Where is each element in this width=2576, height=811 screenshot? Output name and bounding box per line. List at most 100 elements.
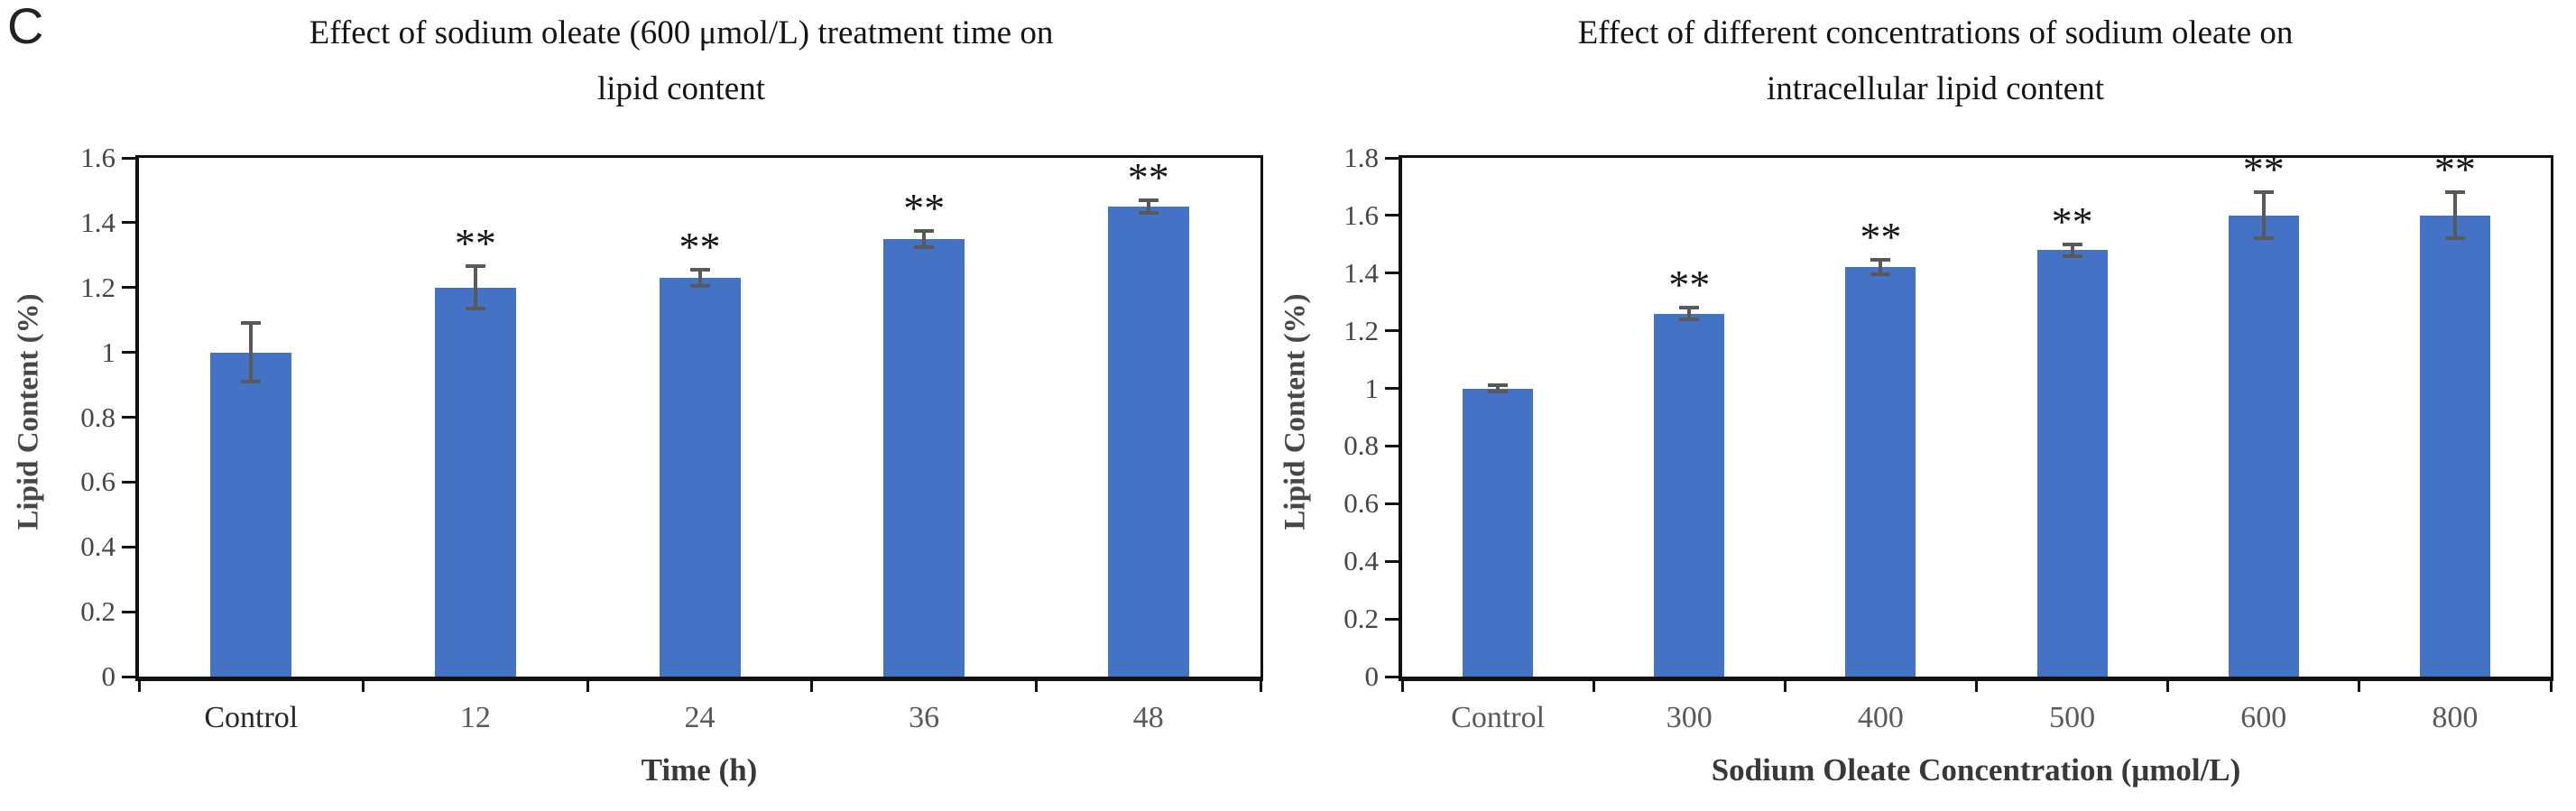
- y-axis-tick: [1385, 272, 1399, 275]
- x-axis-category-label: 48: [1132, 701, 1164, 734]
- error-bar-cap-bottom: [2062, 253, 2082, 258]
- x-axis-category-label: 800: [2432, 701, 2479, 734]
- y-axis-tick: [122, 156, 135, 160]
- x-axis-category-label: 300: [1666, 701, 1713, 734]
- error-bar: [473, 266, 477, 309]
- error-bar-cap-bottom: [465, 307, 485, 311]
- x-axis-title: Time (h): [641, 752, 758, 788]
- error-bar-cap-top: [2253, 190, 2274, 195]
- error-bar-cap-top: [1870, 258, 1891, 263]
- y-axis-tick: [122, 545, 135, 548]
- y-axis-tick: [1385, 559, 1399, 563]
- error-bar-cap-top: [1488, 383, 1509, 388]
- error-bar-cap-bottom: [1488, 389, 1509, 393]
- error-bar-cap-top: [914, 228, 935, 233]
- bar-36: [883, 238, 965, 677]
- error-bar: [697, 269, 702, 286]
- x-axis-tick: [1975, 677, 1978, 692]
- error-bar-cap-bottom: [914, 244, 935, 249]
- error-bar-cap-top: [241, 321, 262, 326]
- y-axis-tick-label: 0.8: [80, 401, 115, 433]
- bar-400: [1845, 267, 1916, 677]
- error-bar-cap-bottom: [241, 379, 262, 383]
- x-axis-category-label: 12: [459, 701, 491, 734]
- x-axis-category-label: 36: [909, 701, 940, 734]
- x-axis-tick: [362, 677, 365, 692]
- x-axis-category-label: Control: [204, 701, 299, 734]
- error-bar-cap-top: [1138, 198, 1159, 202]
- y-axis-tick: [122, 221, 135, 225]
- significance-marker: **: [2051, 198, 2093, 244]
- bar-Control: [1463, 388, 1534, 677]
- y-axis-tick: [1385, 675, 1399, 678]
- error-bar: [1687, 308, 1692, 319]
- x-axis-tick: [1783, 677, 1787, 692]
- significance-marker: **: [2433, 146, 2476, 193]
- significance-marker: **: [454, 220, 496, 267]
- y-axis-tick-label: 1.2: [80, 271, 115, 303]
- error-bar: [2452, 192, 2457, 239]
- panel-label: C: [7, 0, 44, 54]
- bar-12: [434, 287, 516, 677]
- y-axis-tick: [1385, 617, 1399, 621]
- error-bar-cap-top: [465, 264, 485, 269]
- x-axis-category-label: 24: [684, 701, 716, 734]
- x-axis-tick: [2549, 677, 2553, 692]
- error-bar-cap-bottom: [2444, 236, 2465, 241]
- y-axis-tick-label: 1.6: [80, 142, 115, 173]
- y-axis-tick-label: 0.2: [80, 595, 115, 628]
- x-axis-title: Sodium Oleate Concentration (μmol/L): [1711, 752, 2241, 788]
- bar-24: [659, 277, 741, 677]
- x-axis-tick: [1034, 677, 1038, 692]
- error-bar: [1146, 199, 1150, 214]
- y-axis-tick-label: 0.8: [1343, 429, 1379, 462]
- y-axis-tick-label: 0.2: [1343, 603, 1379, 635]
- error-bar-cap-bottom: [1138, 211, 1159, 216]
- bar-600: [2228, 215, 2299, 677]
- bar-300: [1654, 313, 1725, 677]
- x-axis-category-label: 600: [2240, 701, 2287, 734]
- error-bar: [922, 230, 927, 247]
- chart-title-line-1: Effect of sodium oleate (600 μmol/L) tre…: [309, 14, 1054, 51]
- error-bar-cap-top: [2444, 190, 2465, 195]
- y-axis-tick-label: 1: [101, 336, 116, 368]
- x-axis-tick: [1592, 677, 1595, 692]
- y-axis-tick-label: 1.4: [1343, 256, 1379, 289]
- x-axis-tick: [1259, 677, 1262, 692]
- y-axis-tick-label: 1.8: [1343, 142, 1379, 173]
- x-axis-tick: [810, 677, 814, 692]
- y-axis-tick: [122, 610, 135, 613]
- y-axis-tick-label: 1.4: [80, 206, 115, 238]
- chart-title-line-2: intracellular lipid content: [1767, 70, 2104, 107]
- y-axis-tick: [1385, 387, 1399, 391]
- bar-Control: [210, 352, 292, 677]
- error-bar-cap-bottom: [1870, 272, 1891, 277]
- x-axis-tick: [586, 677, 589, 692]
- error-bar: [2261, 192, 2266, 239]
- y-axis-tick: [122, 480, 135, 484]
- error-bar-cap-bottom: [689, 283, 710, 288]
- significance-marker: **: [1127, 153, 1169, 200]
- x-axis-tick: [1400, 677, 1404, 692]
- error-bar-cap-bottom: [2253, 236, 2274, 241]
- x-axis-tick: [137, 677, 141, 692]
- y-axis-tick-label: 0.4: [80, 530, 115, 563]
- y-axis-tick-label: 0.6: [80, 465, 115, 498]
- y-axis-tick: [1385, 502, 1399, 505]
- y-axis-tick: [122, 286, 135, 290]
- y-axis-tick: [1385, 444, 1399, 447]
- y-axis-tick-label: 0.4: [1343, 545, 1379, 577]
- x-axis-tick: [2358, 677, 2361, 692]
- error-bar: [249, 323, 254, 382]
- error-bar: [1879, 260, 1883, 275]
- significance-marker: **: [903, 184, 946, 231]
- y-axis-tick-label: 0.6: [1343, 487, 1379, 520]
- y-axis-tick-label: 1.2: [1343, 314, 1379, 346]
- error-bar-cap-top: [689, 267, 710, 272]
- significance-marker: **: [1668, 262, 1711, 309]
- x-axis-category-label: 500: [2049, 701, 2096, 734]
- y-axis-tick: [1385, 214, 1399, 217]
- significance-marker: **: [1860, 214, 1902, 261]
- plot-area: 0 0.2 0.4 0.6 0.8 1 1.2 1.4 1.6 1.8 Control ** 300 **…: [1343, 142, 2553, 734]
- y-axis-tick: [122, 416, 135, 419]
